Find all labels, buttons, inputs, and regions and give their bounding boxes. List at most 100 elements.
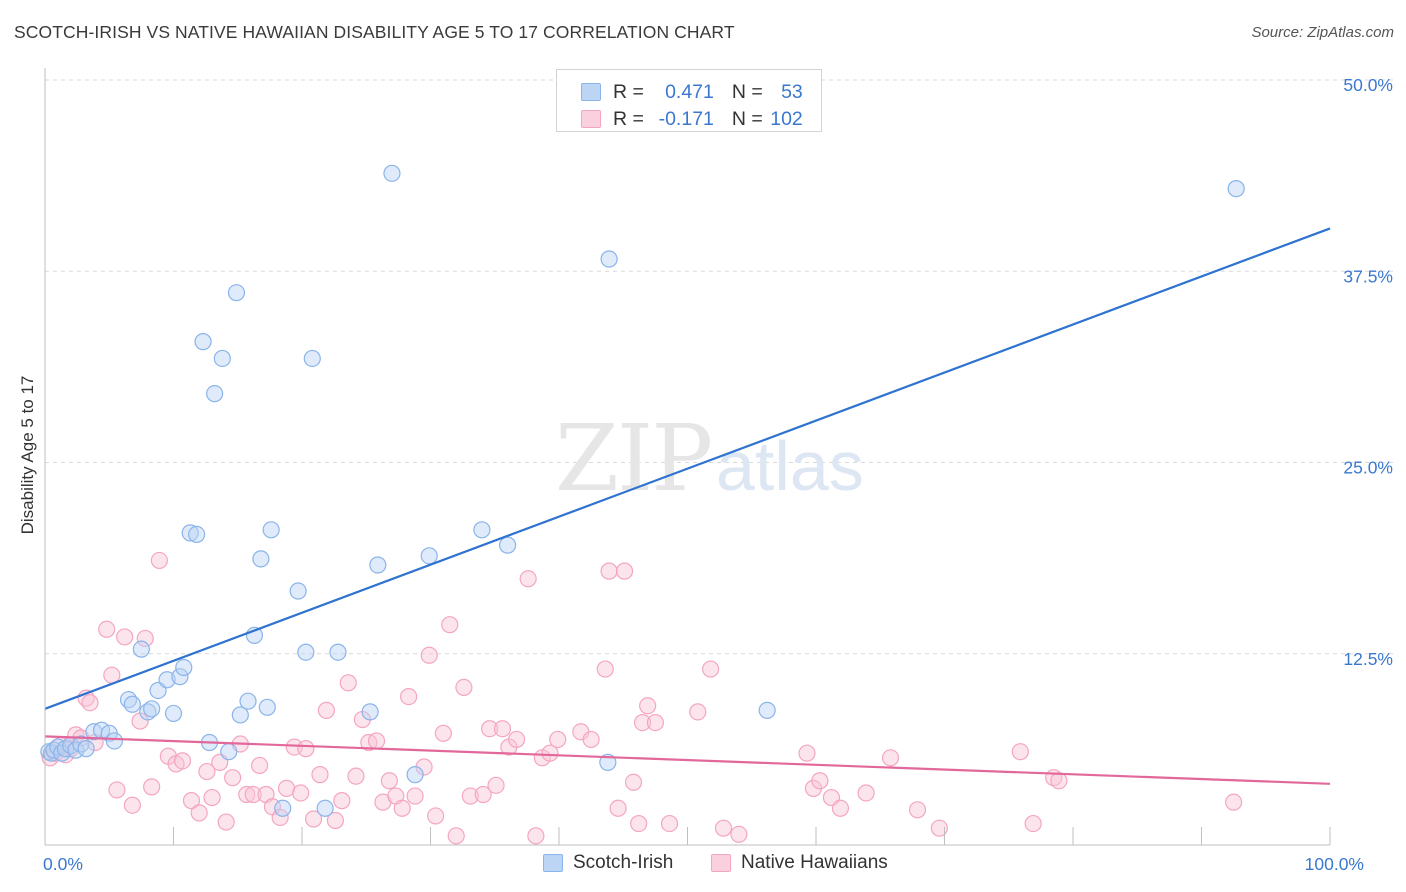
data-point (393, 799, 411, 817)
data-point (77, 740, 95, 758)
data-point (383, 164, 401, 182)
data-point (702, 660, 720, 678)
data-point (811, 772, 829, 790)
data-point (1024, 814, 1042, 833)
r-label: R = (613, 107, 644, 130)
data-point (289, 582, 307, 600)
data-point (487, 776, 505, 794)
data-point (238, 785, 256, 804)
data-point (194, 333, 212, 351)
data-point (361, 703, 379, 721)
data-point (474, 785, 492, 804)
data-point (213, 349, 231, 368)
native-hawaiians-legend-swatch (711, 854, 731, 872)
data-point (369, 556, 387, 574)
data-point (150, 551, 168, 570)
legend-label-native-hawaiians: Native Hawaiians (741, 852, 888, 873)
data-point (274, 799, 292, 817)
data-point (203, 788, 221, 807)
data-point (108, 781, 126, 799)
data-point (98, 620, 116, 638)
n-value: 102 (770, 107, 803, 130)
scotch-irish-legend-swatch (543, 854, 563, 872)
data-point (303, 349, 321, 368)
data-point (239, 692, 257, 710)
data-point (420, 547, 438, 565)
data-point (252, 550, 270, 568)
data-point (244, 785, 262, 804)
data-point (224, 769, 242, 787)
data-point (798, 744, 816, 762)
y-axis-label: Disability Age 5 to 17 (18, 375, 37, 535)
data-point (639, 697, 657, 715)
data-point (441, 616, 459, 634)
series-native-hawaiians (41, 551, 1243, 845)
data-point (646, 713, 664, 732)
data-point (519, 570, 537, 588)
r-value: 0.471 (665, 80, 714, 103)
data-point (473, 521, 491, 539)
data-point (400, 687, 418, 706)
data-point (461, 787, 479, 805)
data-point (339, 674, 357, 692)
data-point (262, 521, 280, 539)
data-point (158, 671, 176, 689)
data-point (333, 792, 351, 810)
tick-labels: 12.5% 25.0% 37.5% 50.0% 0.0% 100.0% (43, 75, 1393, 874)
data-point (689, 703, 707, 721)
chart-title: SCOTCH-IRISH VS NATIVE HAWAIIAN DISABILI… (14, 22, 735, 42)
data-point (831, 799, 850, 817)
data-point (730, 825, 748, 843)
data-point (182, 792, 201, 810)
data-point (329, 643, 347, 661)
data-point (541, 744, 559, 762)
data-point (434, 724, 452, 742)
data-point (367, 732, 386, 750)
data-point (455, 678, 473, 697)
data-point (81, 694, 99, 712)
y-tick-label: 50.0% (1343, 75, 1393, 95)
data-point (175, 658, 193, 677)
series-scotch-irish (40, 164, 1245, 817)
data-point (198, 762, 216, 781)
legend-label-scotch-irish: Scotch-Irish (573, 852, 674, 873)
chart-source: Source: ZipAtlas.com (1251, 24, 1394, 41)
legend-item-native-hawaiians[interactable]: Native Hawaiians (711, 852, 888, 874)
data-point (105, 732, 123, 750)
data-point (317, 701, 336, 719)
scotch-irish-swatch (581, 83, 601, 101)
data-point (596, 660, 614, 678)
x-tick-label: 0.0% (43, 854, 83, 874)
data-point (600, 250, 618, 268)
y-tick-label: 37.5% (1343, 266, 1393, 286)
data-point (758, 701, 776, 719)
data-point (1227, 180, 1245, 198)
data-point (857, 784, 875, 802)
data-point (72, 735, 90, 753)
data-point (116, 628, 134, 646)
data-point (164, 704, 183, 723)
data-point (136, 629, 154, 648)
data-point (316, 799, 334, 817)
data-point (297, 740, 315, 758)
data-point (1225, 793, 1243, 811)
data-point (609, 799, 627, 817)
data-point (67, 726, 85, 744)
trend-line-scotch-irish (44, 227, 1331, 710)
data-point (499, 536, 517, 554)
data-point (624, 773, 643, 791)
data-point (311, 766, 329, 784)
data-point (231, 706, 249, 724)
data-point (420, 646, 438, 664)
legend-item-scotch-irish[interactable]: Scotch-Irish (543, 852, 673, 874)
data-point (123, 695, 141, 713)
n-label: N = (731, 107, 763, 130)
n-label: N = (731, 80, 763, 103)
data-point (493, 720, 512, 738)
grid (45, 79, 1393, 655)
data-point (406, 787, 424, 805)
n-value: 53 (781, 80, 803, 103)
data-point (250, 756, 269, 775)
y-tick-label: 12.5% (1343, 649, 1393, 669)
